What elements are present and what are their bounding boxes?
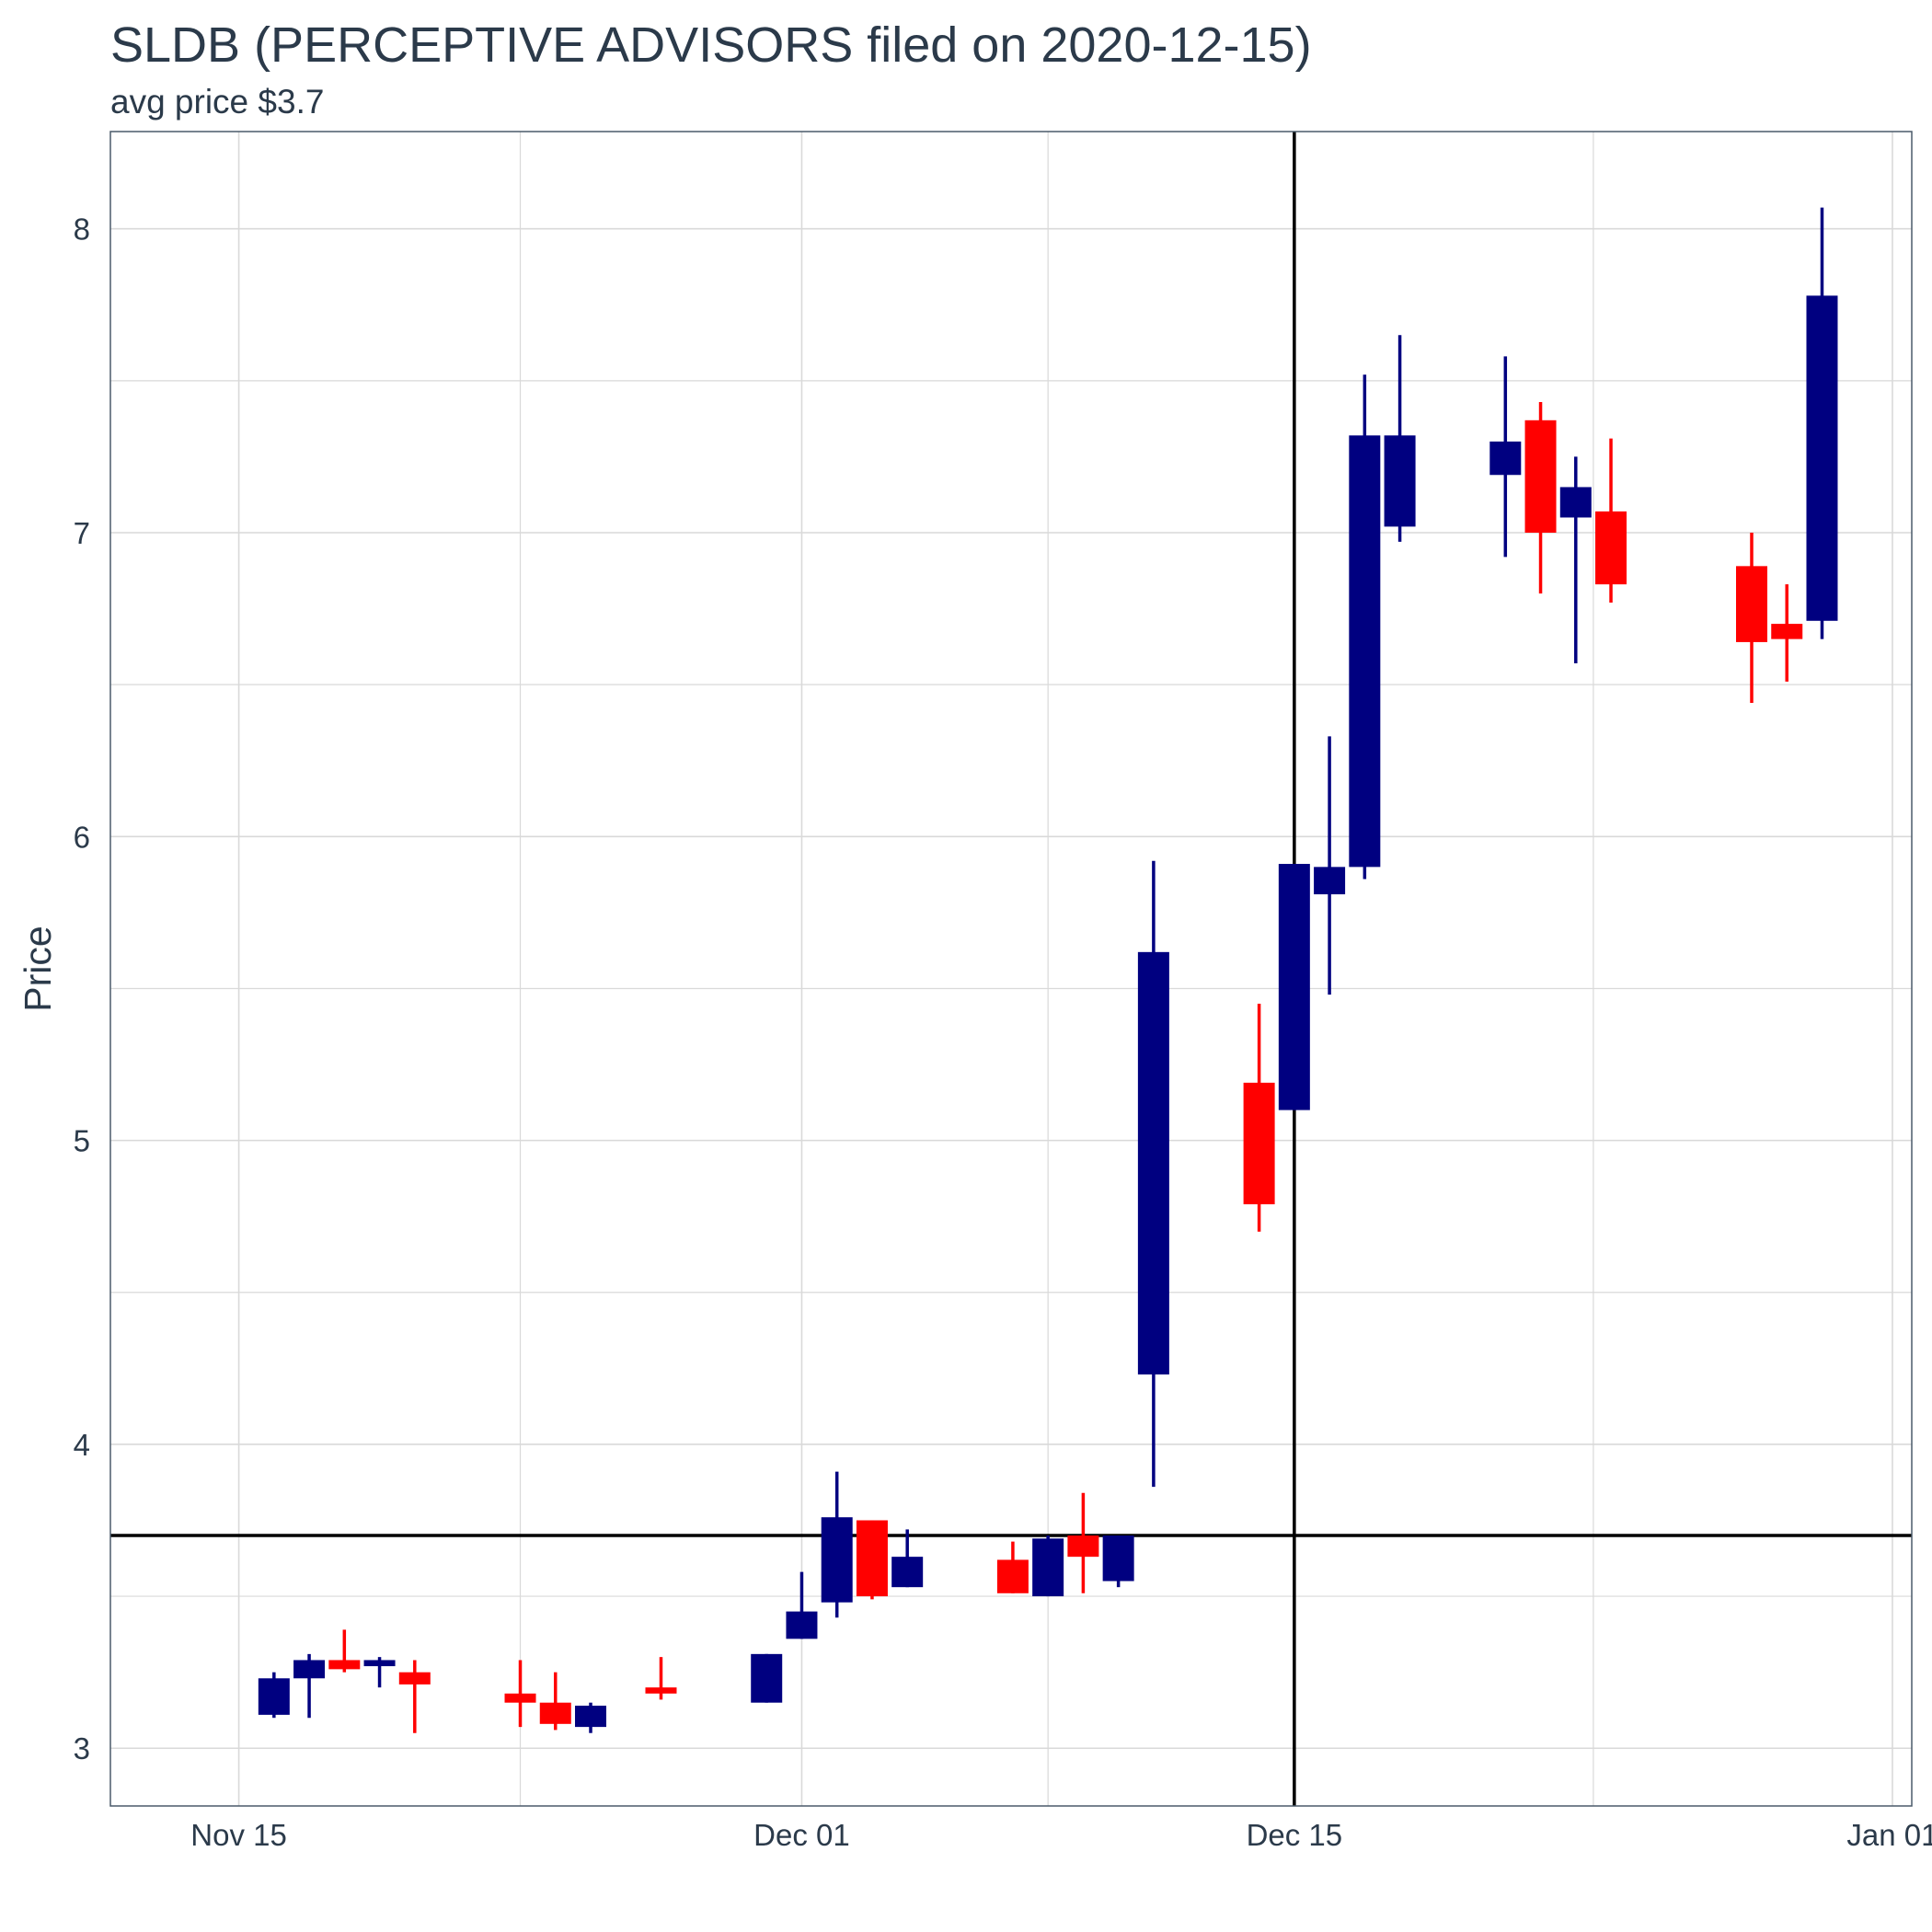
candles (258, 207, 1838, 1733)
candle-body (996, 1559, 1029, 1593)
candle-body (1137, 951, 1169, 1374)
y-tick-label: 5 (74, 1124, 90, 1158)
candle-body (821, 1517, 853, 1603)
candle-body (1032, 1538, 1064, 1597)
candle-body (258, 1678, 290, 1715)
candle-body (1384, 435, 1416, 527)
candle-body (1067, 1535, 1099, 1558)
candle-body (1102, 1535, 1134, 1581)
y-tick-label: 7 (74, 516, 90, 550)
candle-body (1243, 1082, 1275, 1204)
candle-body (1735, 566, 1767, 642)
reference-lines (110, 132, 1912, 1806)
chart-subtitle: avg price $3.7 (110, 83, 325, 121)
candle-body (293, 1660, 326, 1679)
candle-body (1278, 864, 1310, 1110)
y-axis: 3 4 5 6 7 8 (74, 213, 90, 1766)
candle-body (856, 1520, 888, 1597)
y-axis-label: Price (17, 926, 59, 1011)
candle-body (1806, 295, 1838, 621)
candle-body (504, 1693, 536, 1703)
chart-title: SLDB (PERCEPTIVE ADVISORS filed on 2020-… (110, 17, 1312, 73)
candle-body (1595, 511, 1627, 585)
candle-body (575, 1705, 607, 1728)
candle-body (645, 1687, 677, 1694)
y-tick-label: 6 (74, 820, 90, 854)
candle-body (398, 1672, 431, 1685)
candle-body (1524, 420, 1557, 534)
x-axis: Nov 15 Dec 01 Dec 15 Jan 01 (190, 1818, 1932, 1852)
y-tick-label: 4 (74, 1428, 90, 1462)
candle-body (1489, 441, 1522, 476)
x-tick-label: Dec 01 (753, 1818, 850, 1852)
candle-body (1771, 624, 1803, 639)
candle-body (1349, 435, 1381, 868)
candle-body (328, 1660, 361, 1670)
candle-body (751, 1653, 783, 1703)
x-tick-label: Nov 15 (190, 1818, 287, 1852)
candle-body (1314, 867, 1346, 895)
candle-body (363, 1660, 396, 1667)
candle-body (891, 1557, 924, 1588)
x-tick-label: Jan 01 (1846, 1818, 1932, 1852)
candle-body (786, 1611, 818, 1639)
panel-border (109, 131, 1913, 1807)
x-tick-label: Dec 15 (1247, 1818, 1343, 1852)
y-tick-label: 3 (74, 1731, 90, 1765)
y-tick-label: 8 (74, 213, 90, 247)
grid-lines (110, 132, 1912, 1806)
candle-body (539, 1702, 571, 1724)
candle-body (1559, 487, 1592, 518)
